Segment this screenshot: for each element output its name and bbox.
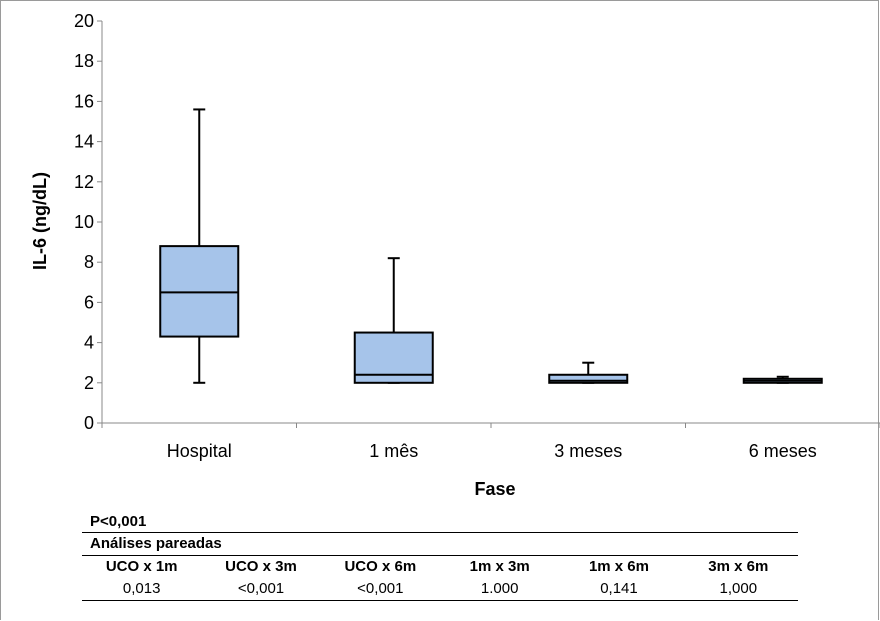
box-2 [353,257,434,384]
x-axis: Hospital 1 mês 3 meses 6 meses [101,422,880,461]
x-axis-title: Fase [474,479,515,499]
comparison-header: 3m x 6m [708,558,769,575]
box-plot-chart: 0 2 4 6 8 10 12 14 16 18 20 Hospital 1 mês 3 meses 6 … [30,11,880,499]
x-tick-label: 6 meses [749,441,817,461]
comparison-header: 1m x 6m [588,558,649,575]
y-tick-label: 2 [84,373,94,393]
y-axis-title: IL-6 (ng/dL) [30,172,50,270]
comparison-header: UCO x 3m [225,558,297,575]
comparison-header: UCO x 6m [344,558,417,575]
iqr-box [159,245,240,338]
x-tick-label: Hospital [167,441,232,461]
comparison-value: 0,141 [600,580,638,597]
box-series [159,108,823,384]
y-tick-label: 20 [74,11,94,31]
x-tick-label: 1 mês [369,441,418,461]
paired-analyses-title: Análises pareadas [82,533,798,556]
y-tick-label: 12 [74,172,94,192]
box-4 [742,375,823,384]
comparison-value: 1.000 [480,580,519,597]
comparison-header: 1m x 3m [469,558,530,575]
y-tick-label: 8 [84,252,94,272]
y-tick-label: 16 [74,91,94,111]
iqr-box [548,373,629,384]
box-1 [159,108,240,384]
y-axis: 0 2 4 6 8 10 12 14 16 18 20 [74,11,103,433]
p-value-label: P<0,001 [82,512,798,533]
comparison-header: UCO x 1m [105,558,178,575]
comparison-value: 0,013 [122,580,161,597]
statistics-table: P<0,001 Análises pareadas UCO x 1m UCO x… [82,512,798,601]
comparison-value: <0,001 [357,580,404,597]
comparison-value: <0,001 [237,580,285,597]
y-tick-label: 0 [84,413,94,433]
y-tick-label: 18 [74,51,94,71]
y-tick-label: 6 [84,292,94,312]
comparison-value-row: 0,013 <0,001 <0,001 1.000 0,141 1,000 [82,578,798,601]
x-tick-label: 3 meses [554,441,622,461]
y-tick-label: 4 [84,333,94,353]
comparison-value: 1,000 [719,580,758,597]
y-tick-label: 10 [74,212,94,232]
y-tick-label: 14 [74,132,94,152]
comparison-header-row: UCO x 1m UCO x 3m UCO x 6m 1m x 3m 1m x … [82,556,798,578]
box-3 [548,361,629,384]
